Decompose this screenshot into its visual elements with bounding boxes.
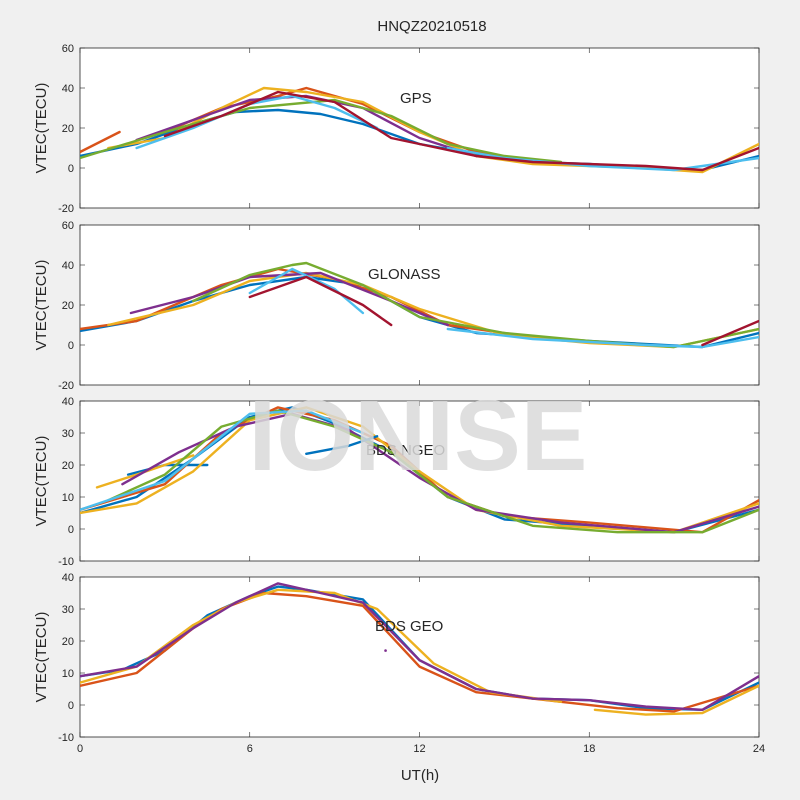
series-line [248, 267, 365, 315]
y-tick-label: 40 [62, 572, 74, 584]
panel-gps: -20 0 20 40 60 VTEC(TECU) GPS [33, 43, 760, 215]
y-tick-label: 0 [68, 524, 74, 536]
y-tick-label: 40 [62, 83, 74, 95]
y-tick-label: 20 [62, 636, 74, 648]
x-tick-label: 18 [583, 743, 595, 755]
series-line [80, 588, 563, 703]
y-tick-label: 0 [68, 700, 74, 712]
panel-label: GLONASS [368, 266, 441, 283]
y-tick-label: 20 [62, 460, 74, 472]
y-axis-label: VTEC(TECU) [33, 260, 50, 351]
y-tick-label: 20 [62, 300, 74, 312]
x-tick-label: 0 [77, 743, 83, 755]
y-tick-label: 0 [68, 340, 74, 352]
series-line [107, 409, 759, 534]
panel-glonass: -20 0 20 40 60 VTEC(TECU) GLONASS [33, 220, 760, 392]
watermark: IONISE [249, 380, 588, 492]
series-line [80, 409, 365, 511]
y-tick-label: 10 [62, 668, 74, 680]
series-line [248, 275, 393, 327]
y-tick-label: 40 [62, 396, 74, 408]
data-point [384, 649, 387, 652]
series-line [80, 98, 563, 164]
y-tick-label: 30 [62, 428, 74, 440]
series-line [701, 319, 759, 347]
series-group [80, 261, 759, 349]
y-tick-label: 60 [62, 220, 74, 232]
panel-label: BDS NGEO [366, 442, 445, 459]
panel-bds-ngeo: -10 0 10 20 30 40 VTEC(TECU) BDS NGEO [33, 396, 760, 568]
series-line [305, 435, 379, 455]
series-line [135, 94, 379, 150]
y-tick-label: 30 [62, 604, 74, 616]
series-line [80, 406, 759, 534]
y-tick-label: -20 [58, 380, 74, 392]
series-line [446, 327, 759, 349]
series-group [80, 582, 759, 716]
series-line [95, 454, 195, 489]
x-axis-label: UT(h) [401, 767, 439, 784]
y-tick-label: -10 [58, 732, 74, 744]
series-group [80, 86, 759, 174]
y-tick-label: 0 [68, 163, 74, 175]
series-line [80, 582, 759, 711]
x-tick-label: 12 [413, 743, 425, 755]
y-axis-label: VTEC(TECU) [33, 436, 50, 527]
y-axis-label: VTEC(TECU) [33, 83, 50, 174]
series-line [163, 90, 759, 172]
y-tick-label: 10 [62, 492, 74, 504]
plot-area [79, 400, 760, 562]
panel-label: GPS [400, 90, 432, 107]
y-tick-label: -20 [58, 203, 74, 215]
panel-label: BDS GEO [375, 618, 443, 635]
y-tick-label: 20 [62, 123, 74, 135]
y-tick-label: 60 [62, 43, 74, 55]
series-line [80, 130, 121, 154]
plot-area [79, 576, 760, 738]
x-tick-label: 6 [247, 743, 253, 755]
series-line [446, 146, 759, 172]
x-tick-label: 24 [753, 743, 765, 755]
y-tick-label: -10 [58, 556, 74, 568]
y-tick-label: 40 [62, 260, 74, 272]
series-group [80, 406, 759, 534]
series-line [593, 684, 759, 716]
figure-title: HNQZ20210518 [377, 18, 486, 35]
y-axis-label: VTEC(TECU) [33, 612, 50, 703]
